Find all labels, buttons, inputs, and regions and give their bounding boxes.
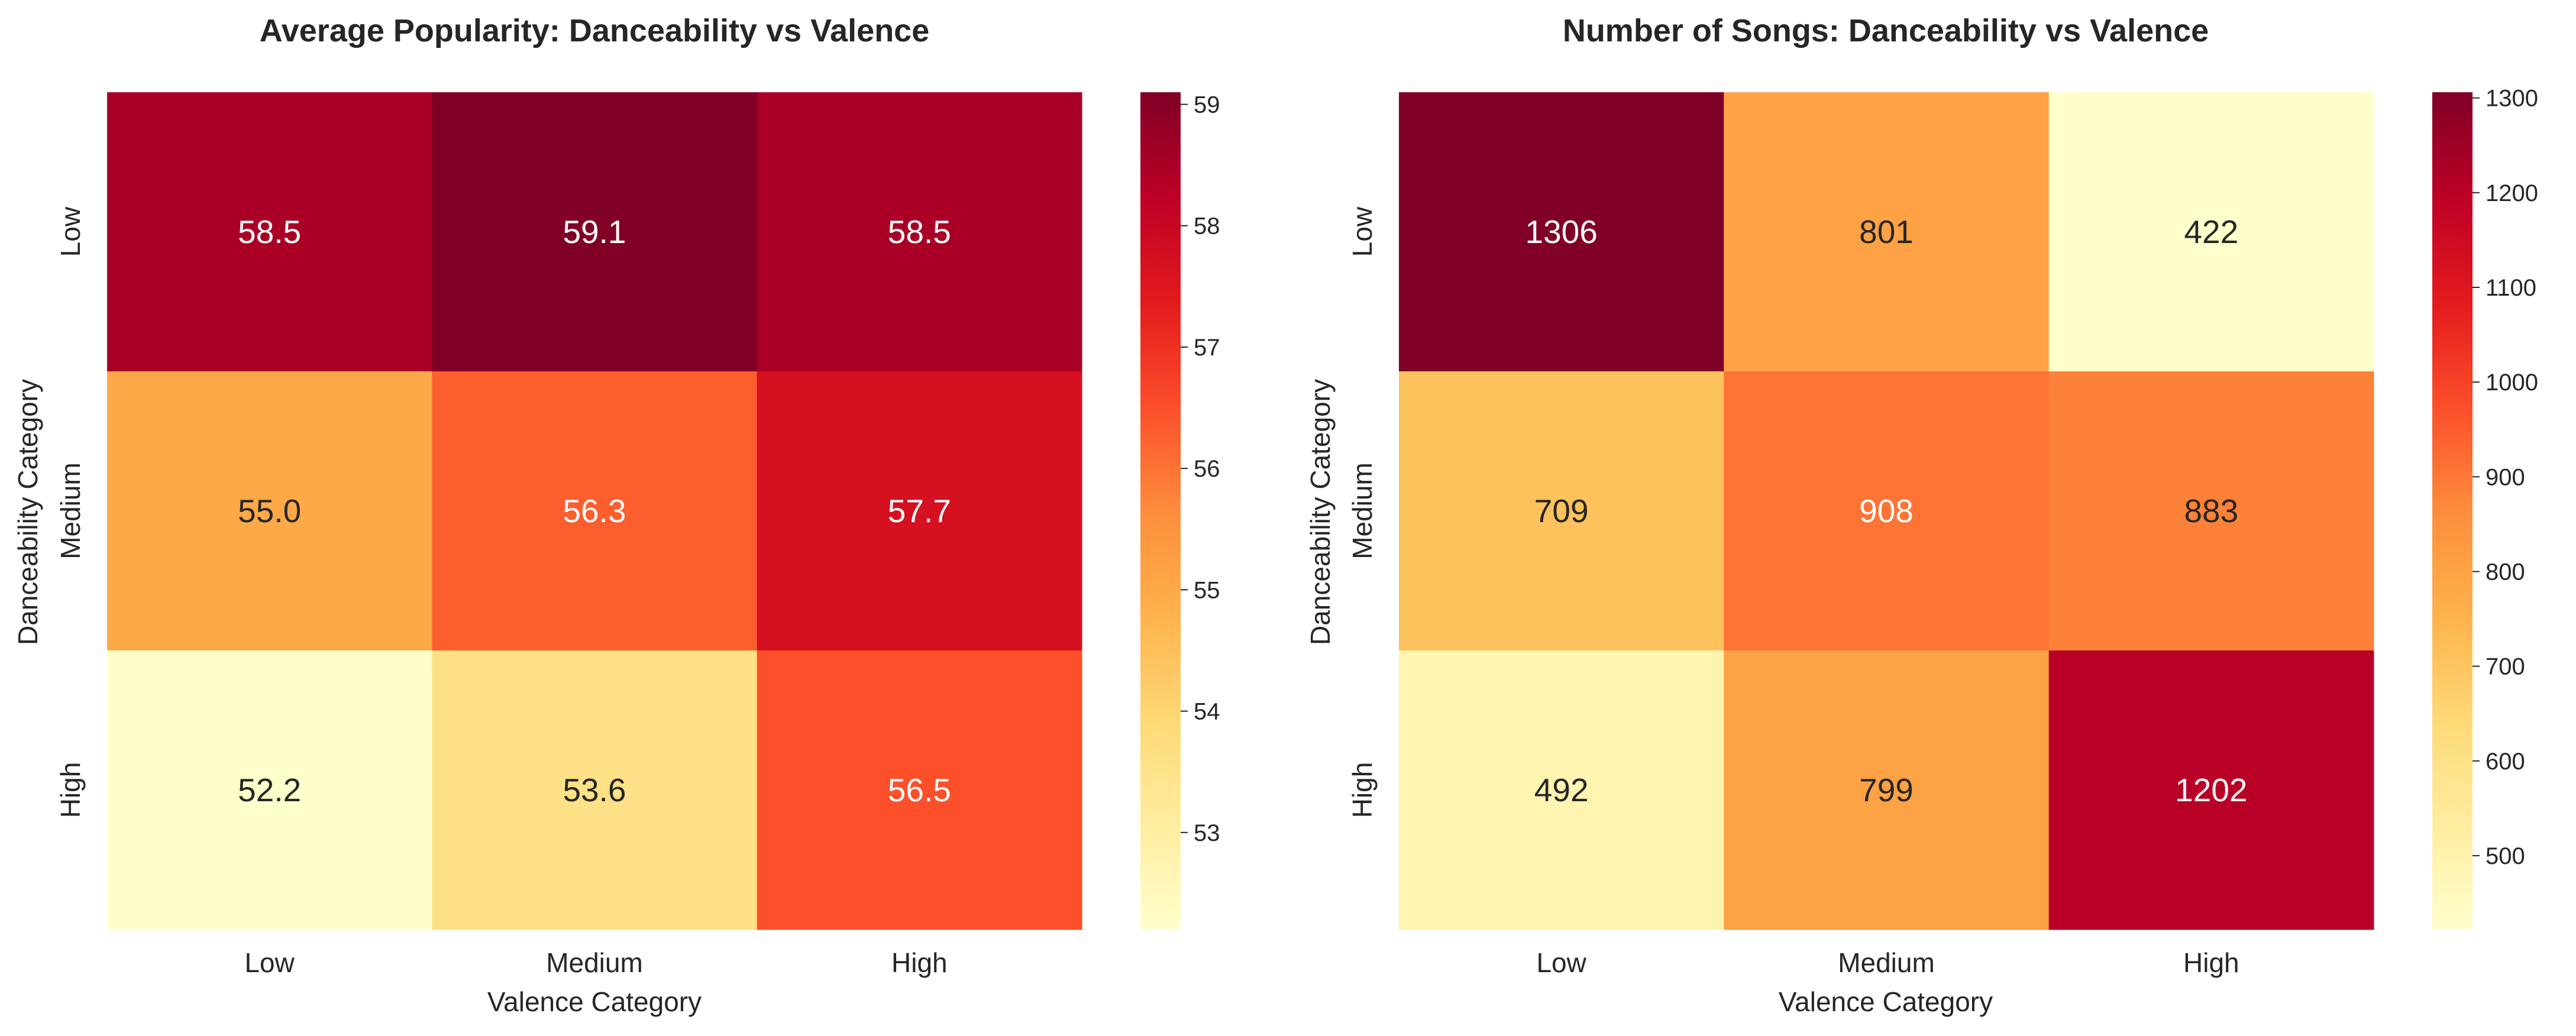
colorbar-tick-label: 58 (1194, 213, 1220, 239)
heatmap-cell (2048, 650, 2374, 930)
y-tick-labels: Low Medium High (1347, 206, 1378, 818)
colorbar-tick-label: 56 (1194, 456, 1220, 482)
heatmap-cell (1399, 650, 1724, 930)
heatmap-cell (107, 371, 432, 651)
cell-value-label: 58.5 (888, 213, 951, 250)
heatmap-cell (1399, 92, 1724, 372)
heatmap-cell (432, 650, 758, 930)
colorbar-tick-label: 59 (1194, 92, 1220, 118)
y-tick-label: Low (1347, 206, 1378, 257)
colorbar-tick-label: 700 (2485, 654, 2525, 680)
x-tick-labels: Low Medium High (244, 947, 947, 978)
cell-value-label: 55.0 (238, 493, 301, 529)
cell-value-label: 709 (1534, 493, 1589, 529)
cell-value-label: 1306 (1525, 213, 1597, 250)
colorbar-ticks: 53 54 55 56 57 58 59 (1181, 92, 1220, 846)
colorbar-tick-label: 1200 (2485, 180, 2538, 206)
y-tick-label: Low (55, 206, 86, 257)
x-tick-label: Medium (546, 947, 643, 978)
colorbar-tick-label: 53 (1194, 820, 1220, 846)
x-axis-label: Valence Category (487, 986, 702, 1017)
cell-value-label: 799 (1859, 772, 1914, 808)
colorbar (1140, 92, 1181, 930)
colorbar-tick-label: 55 (1194, 577, 1220, 603)
cell-value-label: 1202 (2175, 772, 2247, 808)
heatmap-cell (2048, 371, 2374, 651)
heatmap-cell (757, 650, 1082, 930)
cell-value-label: 57.7 (888, 493, 951, 529)
chart-title: Number of Songs: Danceability vs Valence (1563, 13, 2209, 48)
colorbar-tick-label: 1100 (2485, 275, 2536, 301)
x-tick-label: High (891, 947, 948, 978)
cell-value-label: 492 (1534, 772, 1589, 808)
heatmap-cell (432, 371, 758, 651)
y-tick-label: High (1347, 762, 1378, 818)
cell-value-label: 59.1 (563, 213, 626, 250)
cell-value-label: 58.5 (238, 213, 301, 250)
x-tick-label: Low (1536, 947, 1586, 978)
cell-value-label: 801 (1859, 213, 1914, 250)
heatmap-cell (2048, 92, 2374, 372)
heatmap-cell (432, 92, 758, 372)
heatmap-cell (757, 92, 1082, 372)
colorbar (2432, 92, 2472, 930)
y-axis-label: Danceability Category (12, 379, 43, 645)
cell-value-label: 883 (2184, 493, 2238, 529)
x-tick-labels: Low Medium High (1536, 947, 2239, 978)
x-tick-label: Medium (1838, 947, 1935, 978)
cell-value-label: 52.2 (238, 772, 301, 808)
x-tick-label: High (2183, 947, 2239, 978)
colorbar-tick-label: 54 (1194, 699, 1220, 725)
colorbar-tick-label: 900 (2485, 464, 2525, 490)
heatmap-cell (1724, 92, 2050, 372)
heatmap-panel-popularity: Average Popularity: Danceability vs Vale… (12, 13, 1220, 1017)
colorbar-tick-label: 1300 (2485, 86, 2538, 112)
y-tick-label: High (55, 762, 86, 818)
heatmap-cell (107, 650, 432, 930)
heatmap-cell (757, 371, 1082, 651)
cell-value-label: 56.5 (888, 772, 951, 808)
colorbar-tick-label: 600 (2485, 749, 2525, 775)
y-axis-label: Danceability Category (1305, 379, 1336, 645)
heatmap-cells: 58.5 59.1 58.5 55.0 56.3 57.7 52.2 53.6 56.5 (107, 92, 1082, 930)
chart-title: Average Popularity: Danceability vs Vale… (260, 13, 930, 48)
colorbar-tick-label: 1000 (2485, 370, 2538, 396)
y-tick-label: Medium (55, 462, 86, 559)
cell-value-label: 56.3 (563, 493, 626, 529)
y-tick-labels: Low Medium High (55, 206, 86, 818)
heatmap-cell (1724, 371, 2050, 651)
heatmap-panel-song-count: Number of Songs: Danceability vs Valence… (1305, 13, 2538, 1017)
cell-value-label: 908 (1859, 493, 1914, 529)
cell-value-label: 53.6 (563, 772, 626, 808)
colorbar-ticks: 500 600 700 800 900 1000 1100 1200 1300 (2472, 86, 2538, 869)
colorbar-tick-label: 800 (2485, 559, 2525, 585)
cell-value-label: 422 (2184, 213, 2238, 250)
heatmap-cells: 1306 801 422 709 908 883 492 799 1202 (1399, 92, 2374, 930)
colorbar-tick-label: 57 (1194, 335, 1220, 361)
heatmap-cell (1724, 650, 2050, 930)
heatmap-cell (107, 92, 432, 372)
y-tick-label: Medium (1347, 462, 1378, 559)
x-axis-label: Valence Category (1779, 986, 1993, 1017)
heatmap-cell (1399, 371, 1724, 651)
colorbar-tick-label: 500 (2485, 843, 2525, 869)
x-tick-label: Low (244, 947, 295, 978)
